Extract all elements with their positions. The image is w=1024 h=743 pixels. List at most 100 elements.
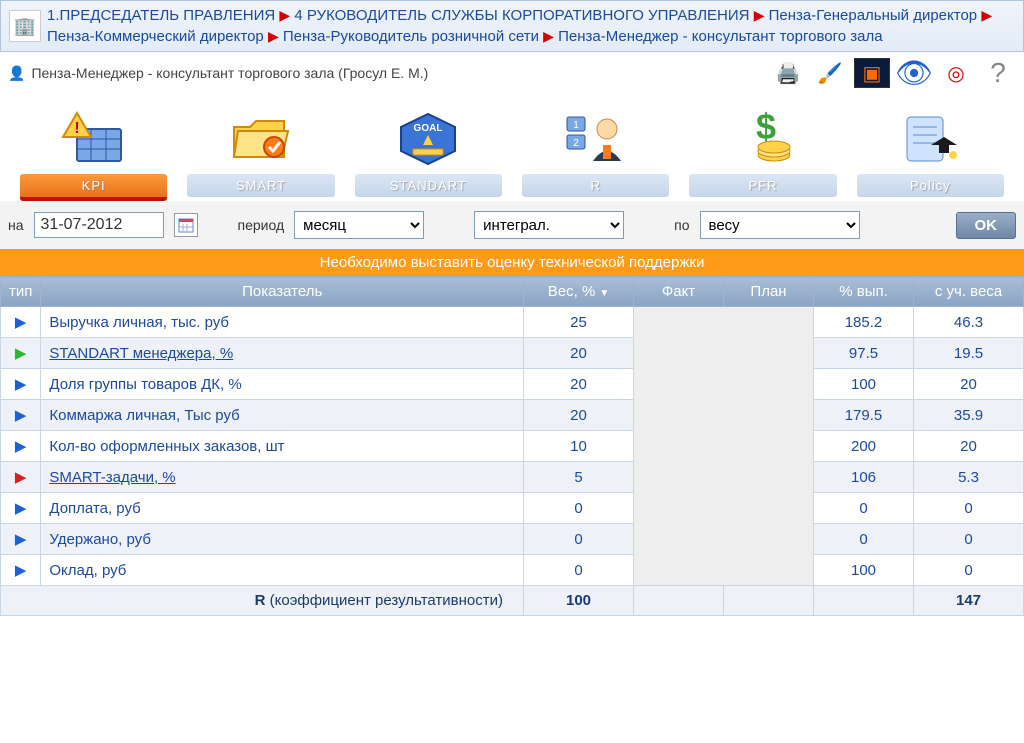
tab-pfr-label: PFR — [689, 174, 836, 197]
table-row[interactable]: ▶Кол-во оформленных заказов, шт1020020 — [1, 431, 1024, 462]
tab-policy-label: Policy — [857, 174, 1004, 197]
footer-weight: 100 — [524, 586, 634, 616]
svg-text:GOAL: GOAL — [414, 123, 443, 134]
kpi-table: тип Показатель Вес, %▼ Факт План % вып. … — [0, 276, 1024, 616]
row-arrow-icon[interactable]: ▶ — [1, 555, 41, 586]
filter-bar: на период месяц интеграл. по весу OK — [0, 201, 1024, 249]
row-weighted: 19.5 — [914, 338, 1024, 369]
table-row[interactable]: ▶STANDART менеджера, %20 97.519.5 — [1, 338, 1024, 369]
row-weight: 20 — [524, 400, 634, 431]
row-indicator[interactable]: Доплата, руб — [41, 493, 524, 524]
tab-kpi-label: KPI — [20, 174, 167, 201]
breadcrumb: 🏢 1.ПРЕДСЕДАТЕЛЬ ПРАВЛЕНИЯ ▶ 4 РУКОВОДИТ… — [0, 0, 1024, 52]
breadcrumb-text[interactable]: 1.ПРЕДСЕДАТЕЛЬ ПРАВЛЕНИЯ ▶ 4 РУКОВОДИТЕЛ… — [47, 5, 1015, 47]
row-arrow-icon[interactable]: ▶ — [1, 524, 41, 555]
col-weight[interactable]: Вес, %▼ — [524, 277, 634, 307]
row-arrow-icon[interactable]: ▶ — [1, 400, 41, 431]
tab-smart[interactable]: SMART — [187, 104, 334, 201]
row-arrow-icon[interactable]: ▶ — [1, 369, 41, 400]
col-pct[interactable]: % вып. — [814, 277, 914, 307]
row-indicator[interactable]: Оклад, руб — [41, 555, 524, 586]
row-pct: 97.5 — [814, 338, 914, 369]
row-pct: 0 — [814, 524, 914, 555]
table-row[interactable]: ▶Доплата, руб000 — [1, 493, 1024, 524]
col-weighted[interactable]: с уч. веса — [914, 277, 1024, 307]
col-plan[interactable]: План — [724, 277, 814, 307]
table-row[interactable]: ▶Выручка личная, тыс. руб25185.246.3 — [1, 307, 1024, 338]
col-indicator[interactable]: Показатель — [41, 277, 524, 307]
eye-icon[interactable]: 👁 — [896, 58, 932, 88]
col-fact[interactable]: Факт — [634, 277, 724, 307]
row-arrow-icon[interactable]: ▶ — [1, 431, 41, 462]
row-indicator[interactable]: Кол-во оформленных заказов, шт — [41, 431, 524, 462]
row-arrow-icon[interactable]: ▶ — [1, 493, 41, 524]
tab-r-label: R — [522, 174, 669, 197]
bc-part-1[interactable]: 4 РУКОВОДИТЕЛЬ СЛУЖБЫ КОРПОРАТИВНОГО УПР… — [294, 7, 749, 24]
ok-button[interactable]: OK — [956, 212, 1017, 239]
row-indicator[interactable]: Удержано, руб — [41, 524, 524, 555]
row-weighted: 20 — [914, 369, 1024, 400]
toolbar: 🖨️ 🖌️ ▣ 👁 ◎ ? — [770, 58, 1016, 88]
help-icon[interactable]: ? — [980, 58, 1016, 88]
svg-text:1: 1 — [573, 120, 579, 131]
tab-pfr[interactable]: $ PFR — [689, 104, 836, 201]
row-indicator[interactable]: SMART-задачи, % — [41, 462, 524, 493]
tab-smart-label: SMART — [187, 174, 334, 197]
tab-r[interactable]: 12 R — [522, 104, 669, 201]
row-pct: 185.2 — [814, 307, 914, 338]
bc-part-4[interactable]: Пенза-Руководитель розничной сети — [283, 28, 539, 45]
tab-standart[interactable]: GOAL STANDART — [355, 104, 502, 201]
table-row[interactable]: ▶Коммаржа личная, Тыс руб20179.535.9 — [1, 400, 1024, 431]
print-icon[interactable]: 🖨️ — [770, 58, 806, 88]
bc-part-0[interactable]: 1.ПРЕДСЕДАТЕЛЬ ПРАВЛЕНИЯ — [47, 7, 275, 24]
tab-policy[interactable]: Policy — [857, 104, 1004, 201]
footer-weighted: 147 — [914, 586, 1024, 616]
row-weight: 0 — [524, 493, 634, 524]
row-weight: 0 — [524, 524, 634, 555]
row-weight: 10 — [524, 431, 634, 462]
bc-sep: ▶ — [754, 7, 765, 23]
target-icon[interactable]: ◎ — [938, 58, 974, 88]
doc-cap-icon — [890, 104, 970, 174]
row-arrow-icon[interactable]: ▶ — [1, 338, 41, 369]
tab-standart-label: STANDART — [355, 174, 502, 197]
monitor-icon[interactable]: ▣ — [854, 58, 890, 88]
table-row[interactable]: ▶Доля группы товаров ДК, %2010020 — [1, 369, 1024, 400]
page-title: 👤 Пенза-Менеджер - консультант торгового… — [8, 65, 762, 82]
row-pct: 100 — [814, 555, 914, 586]
row-indicator[interactable]: STANDART менеджера, % — [41, 338, 524, 369]
footer-label: R (коэффициент результативности) — [1, 586, 524, 616]
period-select[interactable]: месяц — [294, 211, 424, 239]
bc-part-3[interactable]: Пенза-Коммерческий директор — [47, 28, 264, 45]
row-weighted: 5.3 — [914, 462, 1024, 493]
bc-part-2[interactable]: Пенза-Генеральный директор — [769, 7, 978, 24]
table-row[interactable]: ▶Удержано, руб000 — [1, 524, 1024, 555]
row-weight: 25 — [524, 307, 634, 338]
row-weighted: 0 — [914, 524, 1024, 555]
by-select[interactable]: весу — [700, 211, 860, 239]
integral-select[interactable]: интеграл. — [474, 211, 624, 239]
row-indicator[interactable]: Коммаржа личная, Тыс руб — [41, 400, 524, 431]
bc-sep: ▶ — [981, 7, 992, 23]
row-indicator[interactable]: Доля группы товаров ДК, % — [41, 369, 524, 400]
module-tabs: ! KPI SMART GOAL STANDART 12 R $ PFR Pol… — [0, 94, 1024, 201]
row-arrow-icon[interactable]: ▶ — [1, 462, 41, 493]
footer-pct — [814, 586, 914, 616]
row-weighted: 0 — [914, 493, 1024, 524]
row-indicator[interactable]: Выручка личная, тыс. руб — [41, 307, 524, 338]
brush-icon[interactable]: 🖌️ — [812, 58, 848, 88]
tab-kpi[interactable]: ! KPI — [20, 104, 167, 201]
by-label: по — [674, 217, 689, 233]
table-row[interactable]: ▶SMART-задачи, %51065.3 — [1, 462, 1024, 493]
bc-part-5[interactable]: Пенза-Менеджер - консультант торгового з… — [558, 28, 883, 45]
table-row[interactable]: ▶Оклад, руб01000 — [1, 555, 1024, 586]
row-weight: 20 — [524, 369, 634, 400]
row-weight: 20 — [524, 338, 634, 369]
row-weight: 0 — [524, 555, 634, 586]
calendar-icon[interactable] — [174, 213, 198, 237]
bc-sep: ▶ — [279, 7, 290, 23]
person-icon: 👤 — [8, 65, 25, 82]
row-arrow-icon[interactable]: ▶ — [1, 307, 41, 338]
col-type[interactable]: тип — [1, 277, 41, 307]
date-input[interactable] — [34, 212, 164, 238]
